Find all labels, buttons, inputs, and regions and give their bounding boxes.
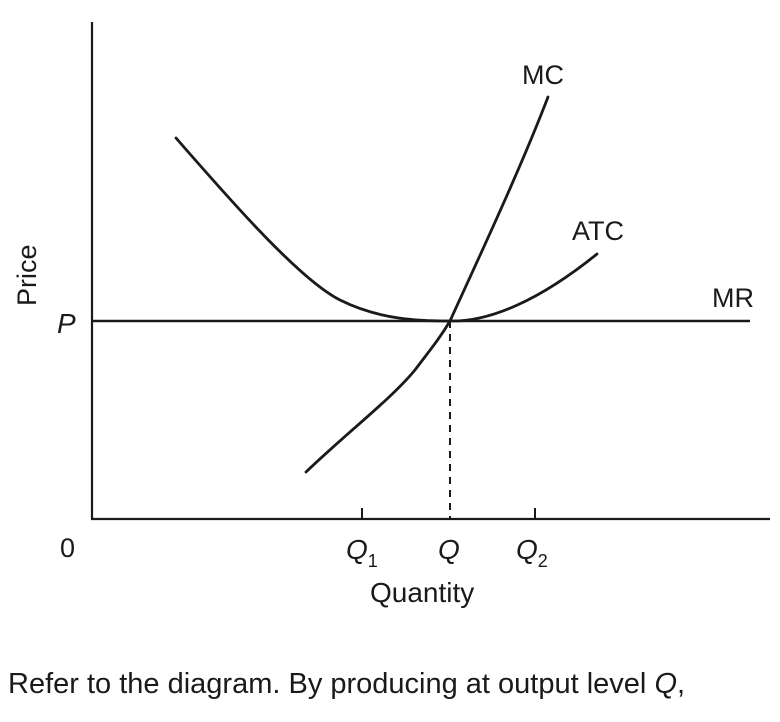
origin-label: 0 xyxy=(60,533,75,563)
cost-curves-diagram: MC ATC MR Price P 0 Quantity Q1 Q Q2 xyxy=(12,22,770,608)
question-text: Refer to the diagram. By producing at ou… xyxy=(8,668,686,700)
mc-label: MC xyxy=(522,60,564,90)
q1-subscript: 1 xyxy=(368,551,378,571)
atc-label: ATC xyxy=(572,216,624,246)
q1-label: Q1 xyxy=(346,534,378,571)
q-label: Q xyxy=(438,534,460,565)
price-p-label: P xyxy=(57,308,76,339)
mc-curve xyxy=(304,95,550,474)
q2-subscript: 2 xyxy=(538,551,548,571)
mr-label: MR xyxy=(712,283,754,313)
q2-label: Q2 xyxy=(516,534,548,571)
x-axis-label: Quantity xyxy=(370,577,474,608)
atc-curve xyxy=(174,136,599,323)
y-axis-label: Price xyxy=(12,244,42,306)
question-variable: Q xyxy=(654,668,677,700)
